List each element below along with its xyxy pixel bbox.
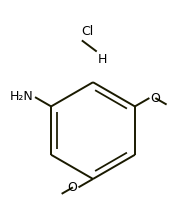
Text: H₂N: H₂N [9,90,33,103]
Text: H: H [98,53,108,66]
Text: Cl: Cl [81,25,93,38]
Text: O: O [150,92,160,105]
Text: O: O [68,181,78,194]
